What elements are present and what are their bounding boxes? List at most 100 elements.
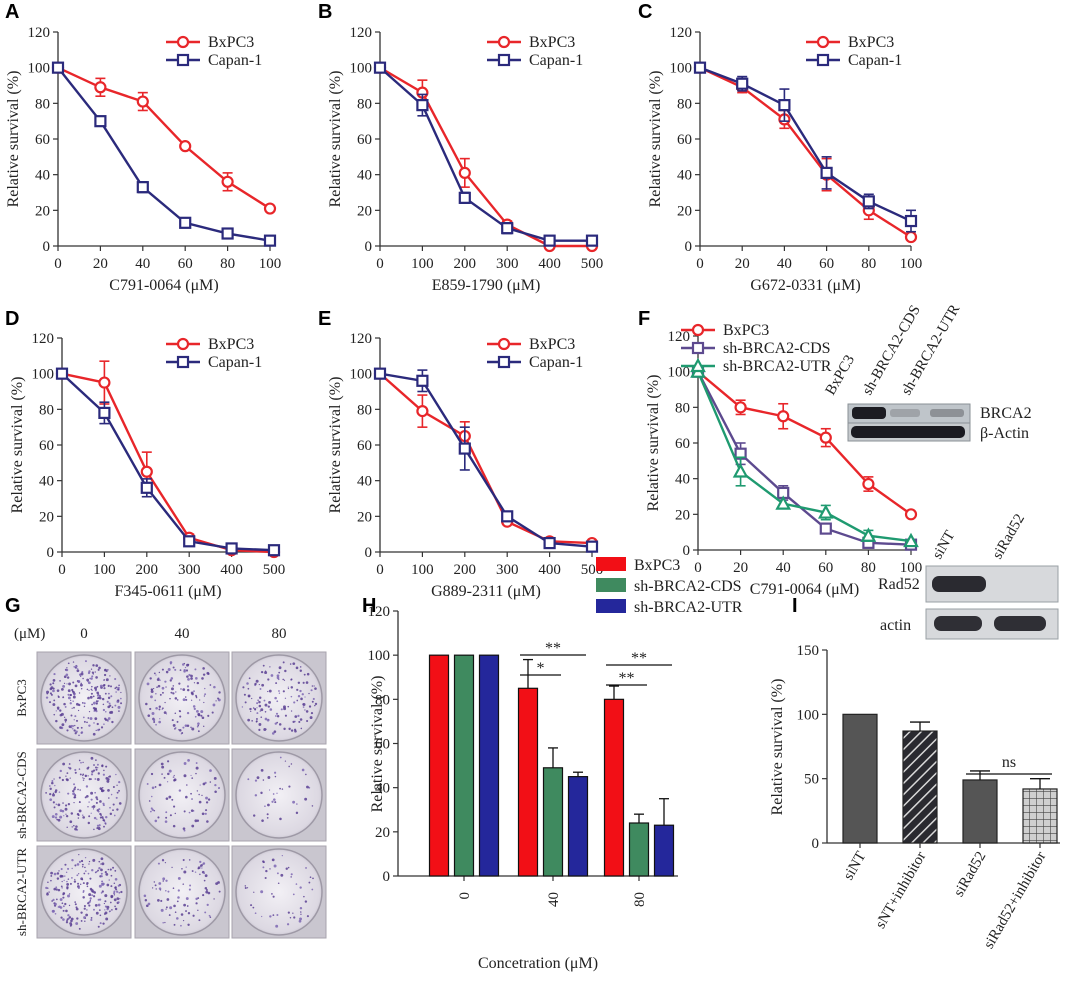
colony <box>196 790 199 792</box>
colony <box>102 882 105 886</box>
colony <box>177 889 180 892</box>
colony <box>59 726 62 729</box>
colony <box>103 687 106 690</box>
colony <box>80 672 84 676</box>
colony <box>101 697 105 701</box>
colony <box>177 896 180 899</box>
colony <box>93 708 97 711</box>
colony <box>49 787 52 791</box>
colony <box>88 904 91 907</box>
colony <box>306 719 309 723</box>
colony <box>293 728 297 731</box>
colony <box>92 701 96 705</box>
colony <box>276 792 278 794</box>
data-point <box>734 401 747 414</box>
colony <box>76 812 80 816</box>
colony <box>204 886 208 890</box>
colony <box>195 695 198 698</box>
colony <box>313 685 315 687</box>
colony <box>207 672 210 675</box>
colony <box>158 887 162 890</box>
colony <box>81 701 84 704</box>
colony <box>103 913 106 915</box>
colony <box>209 769 212 772</box>
colony <box>200 864 203 867</box>
colony <box>107 776 110 778</box>
colony <box>311 888 314 891</box>
colony <box>66 729 69 732</box>
colony <box>67 894 71 898</box>
x-axis-label: G889-2311 (μM) <box>431 583 541 600</box>
colony <box>202 667 205 670</box>
colony <box>98 824 101 827</box>
colony <box>161 773 163 775</box>
colony <box>263 727 267 731</box>
chart-panel-f: F 0 20 40 60 80 100 120 0 20 40 60 80 100 C791-0064 (μ… <box>638 308 922 598</box>
colony <box>86 678 90 682</box>
colony <box>63 702 66 706</box>
bar <box>453 654 475 877</box>
data-point <box>904 508 918 521</box>
colony <box>83 904 86 908</box>
colony <box>252 707 255 709</box>
colony <box>95 801 98 804</box>
colony <box>295 883 298 885</box>
colony <box>66 883 70 886</box>
colony <box>110 885 113 888</box>
colony <box>272 793 275 795</box>
colony <box>265 869 268 873</box>
colony <box>278 692 281 694</box>
colony <box>104 900 107 903</box>
colony <box>87 902 90 905</box>
colony <box>267 690 269 693</box>
y-tick-label: 60 <box>357 132 372 148</box>
y-tick-label: 40 <box>375 781 390 797</box>
data-point <box>862 477 875 491</box>
x-tick-label: 0 <box>376 256 384 272</box>
colony <box>53 887 57 891</box>
data-point <box>373 61 387 74</box>
data-point <box>860 527 877 542</box>
colony <box>107 868 110 871</box>
data-point <box>94 115 107 128</box>
colony <box>292 912 294 914</box>
colony <box>102 703 105 706</box>
colony <box>79 683 83 687</box>
colony <box>46 892 49 896</box>
colony <box>276 715 280 718</box>
colony <box>271 800 274 803</box>
colony <box>59 680 61 682</box>
colony <box>297 694 301 698</box>
series-line-bxpc3 <box>379 372 593 545</box>
colony <box>71 725 75 728</box>
colony <box>93 828 95 831</box>
colony <box>99 898 102 901</box>
legend-marker <box>176 337 190 351</box>
colony <box>153 809 156 812</box>
colony <box>66 918 69 921</box>
colony <box>57 818 61 822</box>
x-tick-label: 60 <box>818 560 833 576</box>
colony <box>165 811 168 814</box>
colony <box>172 805 176 808</box>
colony <box>186 675 189 678</box>
colony <box>198 800 202 804</box>
colony <box>57 803 61 807</box>
colony <box>153 672 156 675</box>
colony <box>98 867 101 870</box>
colony <box>260 670 264 674</box>
colony <box>174 712 177 715</box>
colony <box>54 812 58 816</box>
colony <box>67 766 70 769</box>
panel-label: A <box>5 1 19 23</box>
colony <box>268 689 272 693</box>
colony <box>187 758 190 762</box>
colony <box>98 826 100 829</box>
y-tick-label: 20 <box>357 203 372 219</box>
colony <box>70 724 73 727</box>
colony <box>118 710 120 712</box>
colony <box>312 877 314 880</box>
legend-marker <box>176 35 190 49</box>
colony <box>269 666 271 668</box>
colony <box>261 915 263 918</box>
